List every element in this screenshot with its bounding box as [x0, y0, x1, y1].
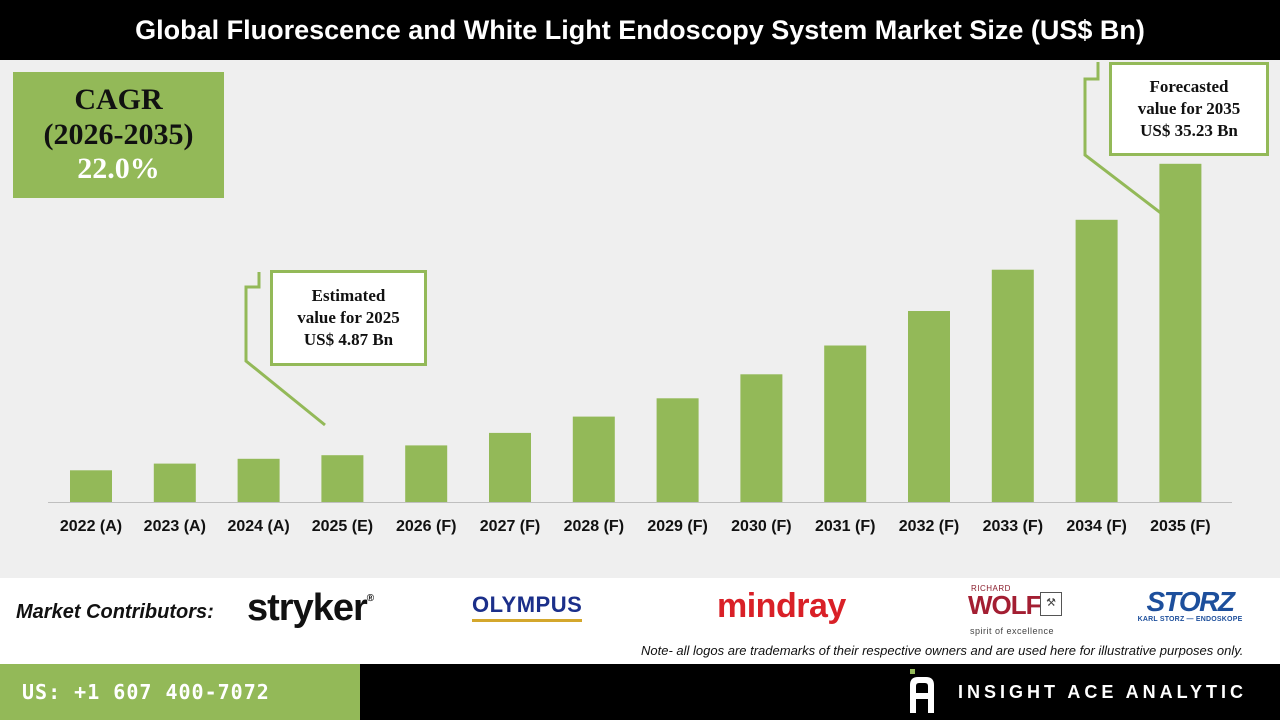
callout-forecasted-value: US$ 35.23 Bn: [1140, 121, 1238, 141]
wolf-logo-small-text: RICHARD: [971, 584, 1011, 593]
x-tick-label-6: 2028 (F): [564, 518, 624, 535]
wolf-logo-main-text: WOLF: [968, 590, 1042, 620]
trademark-note: Note- all logos are trademarks of their …: [641, 643, 1244, 658]
olympus-logo: OLYMPUS: [472, 592, 583, 622]
karl-storz-logo: STORZ KARL STORZ — ENDOSKOPE: [1134, 588, 1246, 632]
market-contributors: Market Contributors: stryker® OLYMPUS mi…: [0, 578, 1280, 664]
callout-estimated-2025: Estimated value for 2025 US$ 4.87 Bn: [270, 270, 427, 366]
bar-1: [153, 463, 196, 502]
bar-2: [237, 458, 280, 502]
bar-10: [908, 311, 950, 502]
bar-12: [1075, 219, 1118, 503]
storz-logo-sub-text: KARL STORZ — ENDOSKOPE: [1137, 616, 1243, 623]
bar-4: [405, 445, 448, 502]
connector-2035: [1083, 62, 1171, 222]
x-tick-label-12: 2034 (F): [1066, 518, 1126, 535]
bar-11: [991, 269, 1034, 502]
x-tick-label-10: 2032 (F): [899, 518, 959, 535]
bar-7: [656, 398, 699, 502]
contributors-label: Market Contributors:: [16, 601, 214, 623]
x-tick-label-0: 2022 (A): [60, 518, 122, 535]
wolf-emblem-icon: ⚒: [1040, 592, 1062, 616]
callout-forecasted-line2: value for 2035: [1137, 98, 1241, 118]
chart-title: Global Fluorescence and White Light Endo…: [0, 0, 1280, 60]
storz-logo-main-text: STORZ: [1146, 586, 1235, 617]
bar-13: [1159, 163, 1202, 503]
x-tick-label-4: 2026 (F): [396, 518, 456, 535]
richard-wolf-logo: RICHARD WOLF ⚒ spirit of excellence: [968, 584, 1068, 640]
x-tick-label-13: 2035 (F): [1150, 518, 1210, 535]
wolf-logo-tagline: spirit of excellence: [970, 626, 1055, 636]
cagr-box: CAGR (2026-2035) 22.0%: [13, 72, 224, 198]
x-tick-label-1: 2023 (A): [144, 518, 206, 535]
bar-0: [70, 470, 112, 502]
footer-phone: US: +1 607 400-7072: [0, 664, 360, 720]
bars-layer: [48, 163, 1232, 503]
stryker-logo: stryker®: [247, 587, 374, 630]
stryker-registered-mark: ®: [366, 593, 374, 604]
callout-connectors: [244, 62, 1171, 427]
x-tick-label-9: 2031 (F): [815, 518, 875, 535]
brand-name: INSIGHT ACE ANALYTIC: [958, 682, 1248, 702]
bar-9: [824, 345, 867, 502]
bar-8: [740, 374, 783, 502]
x-tick-labels: 2022 (A) 2023 (A) 2024 (A) 2025 (E) 2026 (F)…: [60, 518, 1211, 535]
callout-forecasted-2035: Forecasted value for 2035 US$ 35.23 Bn: [1109, 62, 1269, 156]
x-tick-label-11: 2033 (F): [983, 518, 1043, 535]
insight-ace-logo-icon: [910, 669, 934, 713]
x-tick-label-2: 2024 (A): [227, 518, 289, 535]
bar-5: [489, 432, 531, 502]
x-tick-label-3: 2025 (E): [312, 518, 373, 535]
cagr-label: CAGR: [74, 83, 163, 117]
bar-chart: 2022 (A) 2023 (A) 2024 (A) 2025 (E) 2026 (F)…: [48, 62, 1232, 535]
mindray-logo: mindray: [717, 587, 846, 625]
footer-brand-bar: INSIGHT ACE ANALYTIC: [360, 664, 1280, 720]
stryker-logo-text: stryker: [247, 587, 368, 629]
cagr-value: 22.0%: [77, 152, 160, 186]
callout-estimated-line1: Estimated: [311, 285, 386, 305]
x-tick-label-7: 2029 (F): [647, 518, 707, 535]
bar-6: [572, 416, 615, 502]
bar-3: [321, 455, 364, 502]
callout-forecasted-line1: Forecasted: [1149, 76, 1229, 96]
callout-estimated-line2: value for 2025: [297, 307, 400, 327]
x-tick-label-5: 2027 (F): [480, 518, 540, 535]
x-tick-label-8: 2030 (F): [731, 518, 791, 535]
cagr-period: (2026-2035): [43, 117, 194, 151]
callout-estimated-value: US$ 4.87 Bn: [303, 330, 394, 350]
connector-2025: [244, 272, 326, 427]
